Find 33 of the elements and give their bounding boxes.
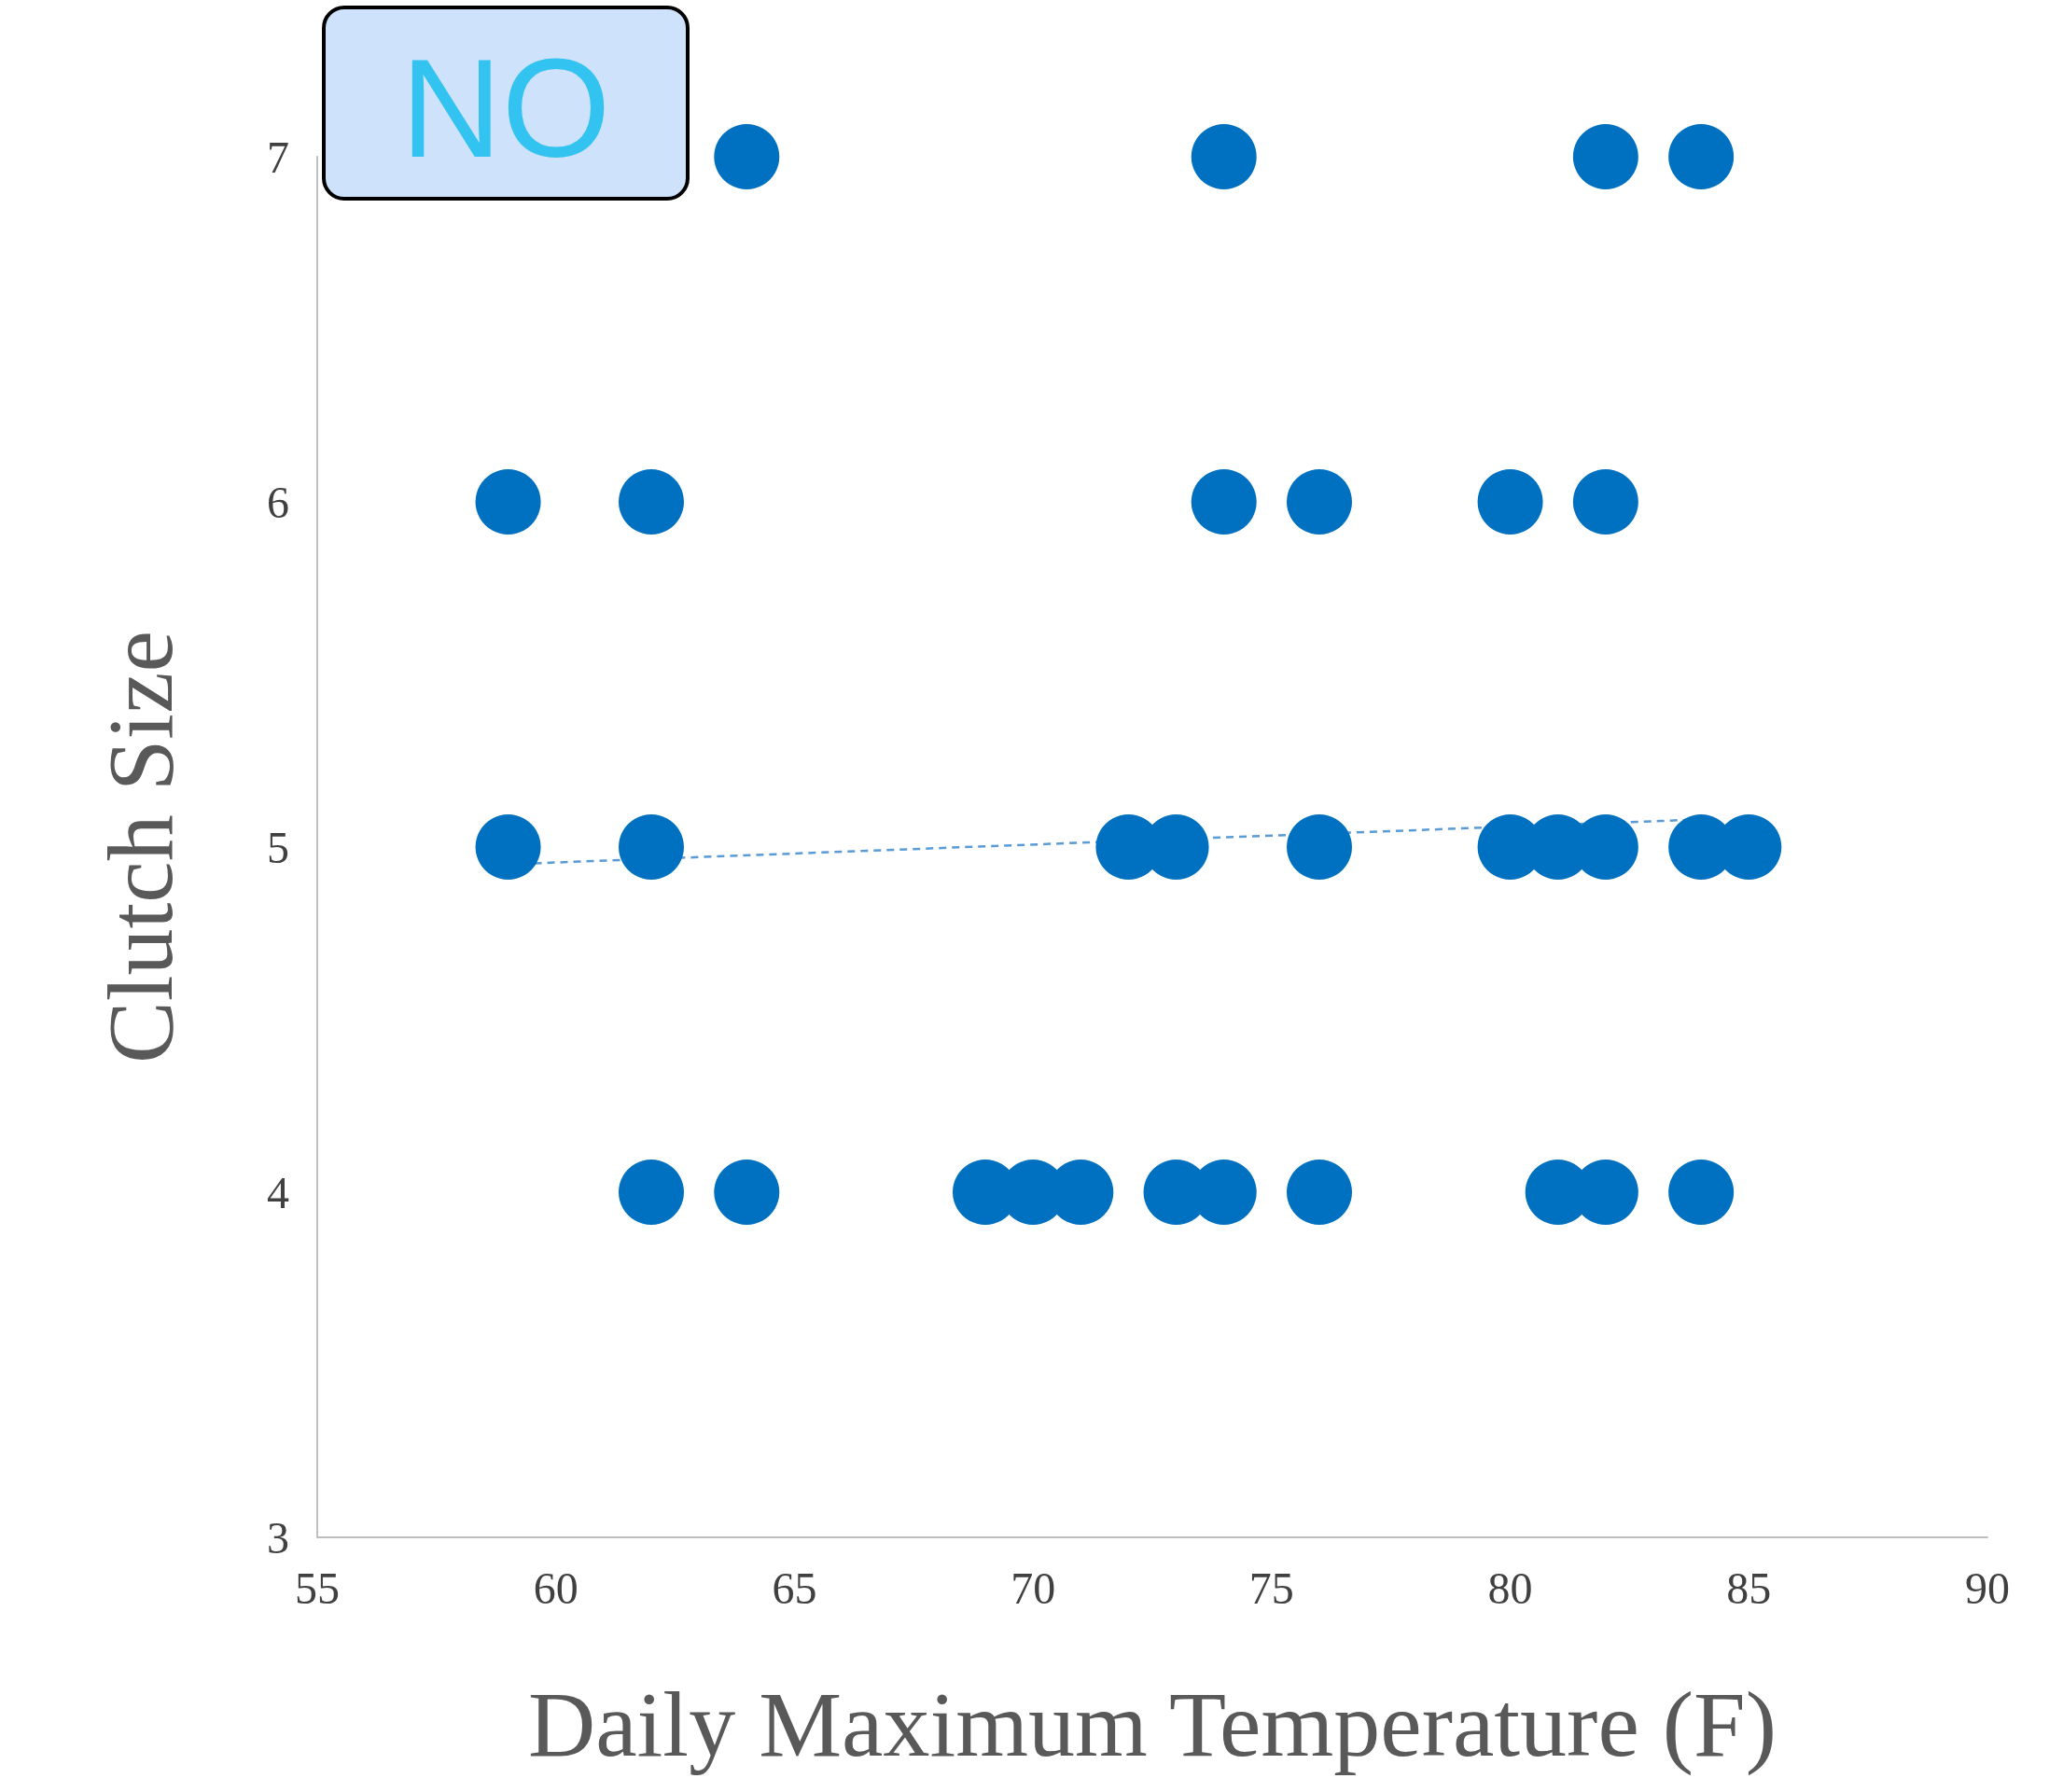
point — [1191, 469, 1257, 535]
point — [619, 1160, 684, 1225]
point — [1572, 124, 1638, 189]
y-tick-label: 6 — [267, 477, 289, 527]
x-tick-label: 80 — [1487, 1563, 1533, 1613]
x-tick-label: 75 — [1248, 1563, 1294, 1613]
point — [619, 469, 684, 535]
point — [1572, 469, 1638, 535]
y-axis-title: Clutch Size — [88, 631, 192, 1063]
point — [1287, 814, 1352, 880]
point — [475, 469, 541, 535]
x-tick-label: 90 — [1965, 1563, 2010, 1613]
point — [619, 814, 684, 880]
x-axis-title: Daily Maximum Temperature (F) — [527, 1672, 1777, 1776]
point — [714, 1160, 780, 1225]
x-tick-label: 65 — [772, 1563, 817, 1613]
point — [1287, 469, 1352, 535]
x-tick-label: 60 — [533, 1563, 578, 1613]
x-tick-label: 55 — [295, 1563, 340, 1613]
point — [1191, 124, 1257, 189]
y-tick-label: 5 — [267, 822, 289, 872]
annotation: NO — [400, 30, 611, 187]
point — [1477, 469, 1543, 535]
point — [1287, 1160, 1352, 1225]
y-tick-label: 4 — [267, 1167, 289, 1217]
point — [714, 124, 780, 189]
y-tick-label: 7 — [267, 132, 289, 182]
point — [1668, 124, 1735, 189]
point — [475, 814, 541, 880]
x-tick-label: 70 — [1011, 1563, 1056, 1613]
y-tick-label: 3 — [267, 1512, 289, 1563]
point — [1668, 1160, 1735, 1225]
x-tick-label: 85 — [1726, 1563, 1772, 1613]
